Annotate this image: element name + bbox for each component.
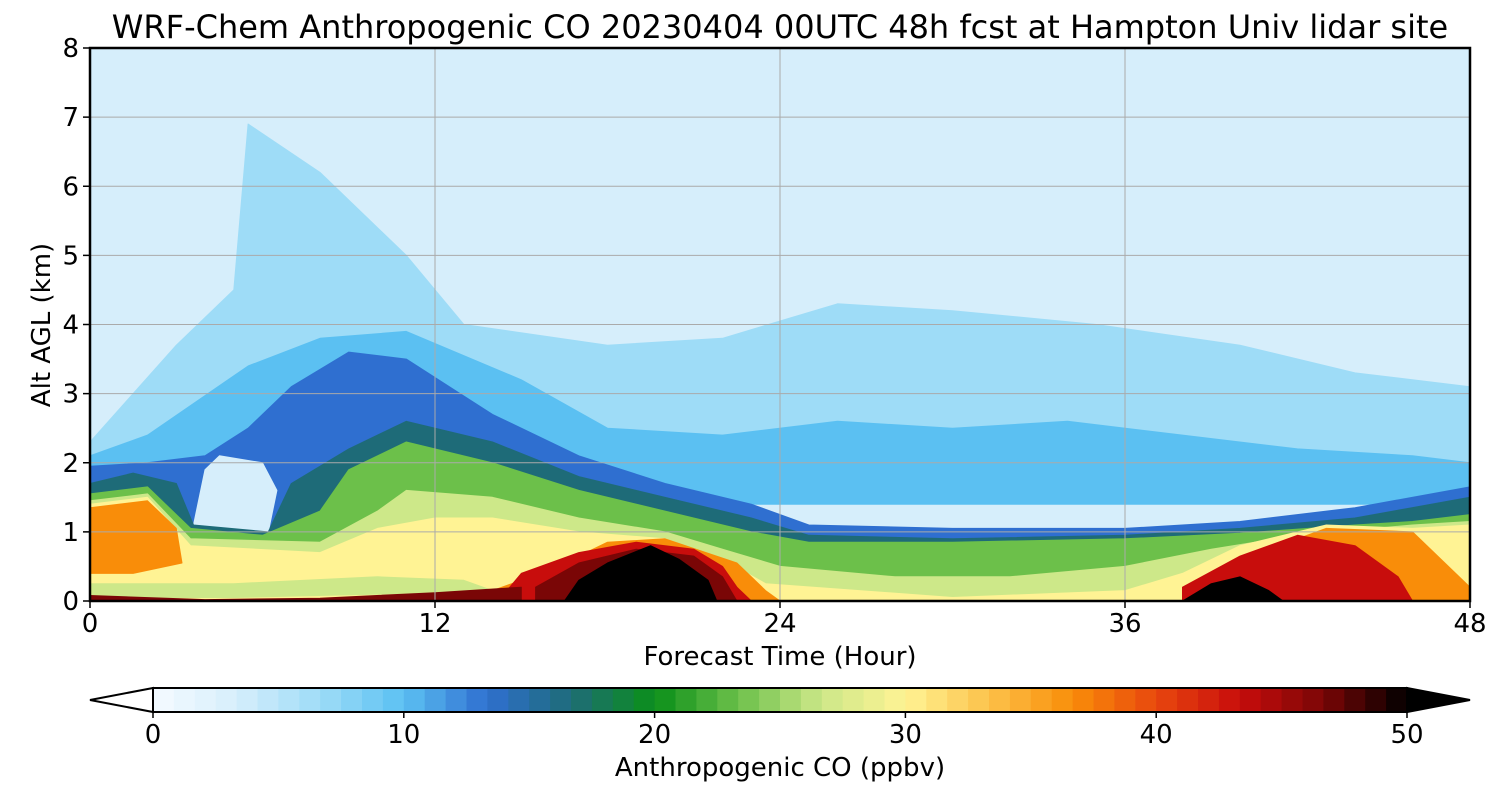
colorbar-cell <box>884 688 906 712</box>
colorbar-cell <box>800 688 823 712</box>
colorbar-cell <box>654 688 677 712</box>
colorbar-cell <box>612 688 635 712</box>
colorbar-tick-label: 40 <box>1140 720 1173 750</box>
colorbar-cell <box>487 688 509 712</box>
colorbar-high-extension <box>1406 686 1471 714</box>
colorbar-cell <box>153 688 175 712</box>
colorbar-cell <box>1198 688 1220 712</box>
x-tick-label: 24 <box>763 609 796 639</box>
colorbar-cell <box>1260 688 1283 712</box>
colorbar-cell <box>1072 688 1095 712</box>
colorbar-cell <box>299 688 321 712</box>
colorbar-cell <box>529 688 551 712</box>
y-tick-label: 8 <box>62 34 79 64</box>
colorbar-cell <box>341 688 363 712</box>
colorbar-low-extension <box>89 686 154 714</box>
y-tick-label: 3 <box>62 380 79 410</box>
colorbar-cell <box>215 688 238 712</box>
colorbar-cell <box>1281 688 1304 712</box>
colorbar-cell <box>1009 688 1032 712</box>
colorbar-cell <box>1323 688 1345 712</box>
colorbar-cell <box>633 688 656 712</box>
colorbar-frame <box>152 687 1408 713</box>
colorbar-cell <box>1344 688 1366 712</box>
colorbar: 0 10 20 30 40 50 <box>89 686 1471 750</box>
y-tick-label: 2 <box>62 449 79 479</box>
colorbar-ticks: 0 10 20 30 40 50 <box>145 712 1424 750</box>
colorbar-cell <box>717 688 739 712</box>
colorbar-cell <box>863 688 886 712</box>
colorbar-label: Anthropogenic CO (ppbv) <box>615 753 945 783</box>
colorbar-cell <box>1365 688 1387 712</box>
colorbar-cell <box>1051 688 1074 712</box>
contour-region-orange-band <box>90 500 183 574</box>
colorbar-cell <box>236 688 259 712</box>
colorbar-cell <box>382 688 405 712</box>
colorbar-cell <box>1156 688 1178 712</box>
colorbar-cell <box>1386 688 1408 712</box>
colorbar-cells <box>153 688 1408 712</box>
chart-title: WRF-Chem Anthropogenic CO 20230404 00UTC… <box>112 8 1448 46</box>
x-tick-label: 0 <box>82 609 99 639</box>
colorbar-cell <box>173 688 196 712</box>
x-axis-label: Forecast Time (Hour) <box>643 642 916 672</box>
y-tick-label: 5 <box>62 241 79 271</box>
colorbar-cell <box>571 688 593 712</box>
colorbar-tick-label: 50 <box>1390 720 1423 750</box>
colorbar-cell <box>905 688 927 712</box>
colorbar-cell <box>1218 688 1241 712</box>
colorbar-tick-label: 20 <box>638 720 671 750</box>
colorbar-cell <box>759 688 781 712</box>
colorbar-cell <box>257 688 279 712</box>
colorbar-cell <box>989 688 1011 712</box>
colorbar-cell <box>1030 688 1053 712</box>
contour-region-black-core <box>563 545 718 601</box>
colorbar-cell <box>508 688 530 712</box>
x-axis-ticks: 0 12 24 36 48 <box>82 601 1487 639</box>
y-axis-label: Alt AGL (km) <box>27 243 57 407</box>
colorbar-cell <box>591 688 614 712</box>
colorbar-cell <box>738 688 760 712</box>
x-tick-label: 36 <box>1108 609 1141 639</box>
colorbar-cell <box>1135 688 1157 712</box>
colorbar-cell <box>403 688 426 712</box>
colorbar-cell <box>1093 688 1115 712</box>
contour-region-black-right <box>1182 576 1284 601</box>
colorbar-cell <box>445 688 468 712</box>
y-tick-label: 1 <box>62 518 79 548</box>
colorbar-cell <box>362 688 384 712</box>
colorbar-tick-label: 0 <box>145 720 162 750</box>
contour-region-surface-dark <box>90 586 522 601</box>
y-axis-ticks: 0 1 2 3 4 5 6 7 8 <box>62 34 90 617</box>
colorbar-tick-label: 10 <box>387 720 420 750</box>
colorbar-cell <box>821 688 844 712</box>
colorbar-cell <box>1114 688 1136 712</box>
colorbar-tick-label: 30 <box>889 720 922 750</box>
y-tick-label: 7 <box>62 103 79 133</box>
colorbar-cell <box>320 688 342 712</box>
colorbar-cell <box>842 688 865 712</box>
colorbar-cell <box>424 688 447 712</box>
colorbar-cell <box>1302 688 1324 712</box>
y-tick-label: 6 <box>62 172 79 202</box>
x-tick-label: 48 <box>1453 609 1486 639</box>
colorbar-cell <box>278 688 300 712</box>
colorbar-cell <box>194 688 217 712</box>
colorbar-cell <box>1177 688 1199 712</box>
colorbar-cell <box>675 688 697 712</box>
colorbar-cell <box>926 688 948 712</box>
colorbar-cell <box>947 688 969 712</box>
y-tick-label: 4 <box>62 311 79 341</box>
colorbar-cell <box>780 688 802 712</box>
colorbar-cell <box>696 688 718 712</box>
y-tick-label: 0 <box>62 587 79 617</box>
colorbar-cell <box>1239 688 1262 712</box>
colorbar-cell <box>466 688 488 712</box>
colorbar-cell <box>968 688 990 712</box>
x-tick-label: 12 <box>418 609 451 639</box>
colorbar-cell <box>550 688 572 712</box>
